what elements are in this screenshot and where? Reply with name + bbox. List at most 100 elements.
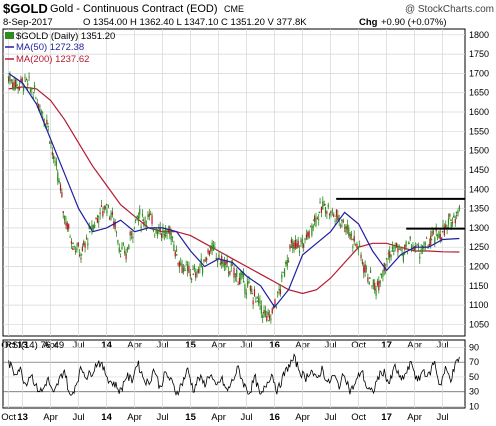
price-candle-body	[342, 220, 344, 223]
price-candle-body	[279, 289, 282, 295]
price-candle-body	[292, 241, 294, 249]
price-candle-body	[237, 284, 239, 286]
rsi-x-tick: Apr	[127, 412, 142, 423]
rsi-x-tick: Jul	[241, 412, 253, 423]
price-candle-body	[18, 86, 21, 90]
price-candle-body	[203, 259, 205, 262]
price-candle-body	[256, 297, 258, 299]
rsi-x-tick: Jul	[157, 412, 169, 423]
price-candle-body	[361, 261, 364, 265]
price-y-tick: 1650	[469, 88, 489, 98]
price-candle-body	[74, 250, 77, 252]
price-candle-body	[70, 241, 73, 244]
rsi-y-tick: 70	[469, 357, 479, 367]
price-point	[402, 254, 405, 256]
price-candle-body	[364, 264, 366, 273]
rsi-x-tick: Apr	[211, 412, 226, 423]
price-candle-body	[148, 213, 150, 217]
price-candle-body	[171, 236, 174, 239]
price-candle-body	[54, 160, 56, 162]
price-candle-body	[42, 116, 44, 118]
price-candle-body	[182, 267, 185, 273]
price-candle-body	[371, 285, 373, 287]
ma200-layer	[8, 86, 460, 295]
price-candle-body	[121, 246, 123, 250]
price-candle-body	[341, 225, 343, 227]
price-y-tick: 1800	[469, 30, 489, 40]
price-candle-body	[359, 244, 361, 246]
price-candle-body	[94, 224, 96, 228]
price-candle-body	[282, 272, 284, 273]
price-y-tick: 1550	[469, 126, 489, 136]
price-candle-body	[400, 248, 402, 250]
price-candle-body	[240, 272, 242, 281]
legend-swatch-price	[5, 32, 14, 39]
price-candle-body	[419, 256, 421, 259]
legend-price: $GOLD (Daily) 1351.20	[16, 31, 115, 42]
price-point	[119, 250, 122, 252]
price-candle-body	[137, 216, 139, 222]
price-candle-body	[214, 247, 216, 248]
price-candle-body	[204, 259, 206, 261]
price-candle-body	[234, 276, 236, 278]
price-point	[374, 288, 377, 291]
price-candle-body	[417, 244, 420, 247]
price-candle-body	[236, 269, 238, 277]
price-candle-body	[311, 226, 313, 236]
price-candle-body	[154, 234, 156, 236]
price-candle-body	[230, 263, 232, 267]
price-candle-body	[247, 281, 249, 287]
price-candle-body	[211, 242, 213, 250]
price-candle-body	[252, 300, 254, 305]
price-point	[242, 281, 245, 283]
price-candle-body	[141, 214, 144, 217]
price-candle-body	[38, 103, 40, 111]
price-candle-body	[307, 232, 309, 237]
price-point	[136, 215, 139, 218]
price-candle-body	[152, 228, 155, 232]
price-candle-body	[339, 225, 342, 227]
price-candle-body	[393, 250, 395, 253]
price-candle-body	[201, 266, 204, 274]
price-point	[324, 203, 326, 206]
price-candle-body	[110, 212, 112, 218]
price-point	[175, 254, 178, 256]
price-panel-frame	[2, 28, 466, 337]
price-candle-body	[229, 270, 231, 275]
price-candle-body	[79, 254, 81, 256]
quote-ohlcv: O 1354.00 H 1362.40 L 1347.10 C 1351.20 …	[83, 17, 307, 28]
price-candle-body	[87, 243, 89, 246]
price-candle-body	[412, 244, 414, 246]
price-candle-body	[196, 271, 198, 273]
price-candle-body	[65, 221, 67, 226]
price-candle-body	[36, 102, 38, 104]
price-candle-body	[413, 246, 415, 252]
price-point	[142, 219, 144, 222]
price-candle-body	[197, 269, 200, 273]
price-candle-body	[456, 215, 458, 216]
price-point	[450, 219, 452, 222]
price-candle-body	[114, 221, 116, 230]
price-point	[346, 226, 349, 229]
price-candle-body	[130, 233, 133, 235]
price-candle-body	[283, 268, 286, 277]
price-candle-body	[91, 224, 93, 232]
price-candle-body	[401, 248, 403, 252]
price-candle-body	[156, 230, 159, 236]
rsi-line	[8, 353, 460, 397]
price-candle-body	[233, 268, 235, 278]
price-candle-body	[180, 262, 182, 266]
price-y-tick: 1150	[469, 281, 488, 291]
price-candle-body	[320, 206, 323, 213]
price-point	[256, 300, 259, 303]
price-candle-body	[193, 266, 195, 270]
rsi-y-tick: 10	[469, 402, 479, 412]
price-candle-body	[267, 311, 269, 316]
price-candle-body	[207, 249, 209, 253]
price-point	[192, 273, 195, 276]
price-candle-body	[189, 273, 191, 277]
price-point	[63, 215, 66, 218]
rsi-grid	[3, 340, 465, 408]
rsi-x-tick: 13	[17, 412, 28, 423]
price-point	[16, 84, 18, 86]
